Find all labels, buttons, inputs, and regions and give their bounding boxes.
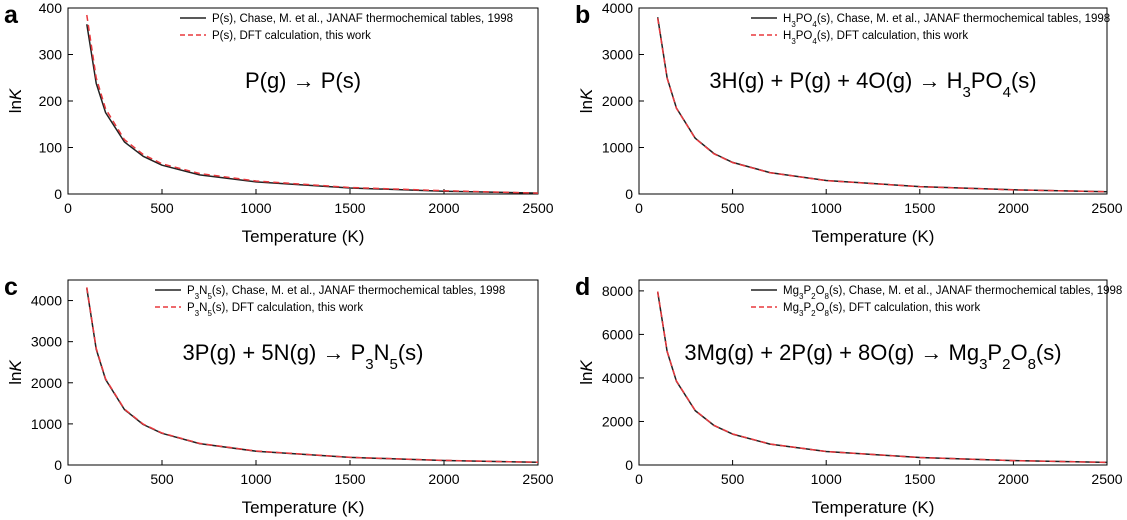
y-tick-label: 1000 (602, 140, 633, 156)
y-axis-title: lnK (577, 88, 596, 113)
y-tick-label: 0 (54, 457, 62, 473)
legend-label: P3N5(s), DFT calculation, this work (187, 302, 363, 318)
x-axis-title: Temperature (K) (812, 227, 935, 246)
x-tick-label: 1500 (334, 471, 365, 487)
chart-panel-b: 0 500 1000 1500 2000 2500 0 1000 2000 3000 4000 Tem… (575, 0, 1123, 246)
x-tick-label: 1000 (811, 200, 842, 216)
y-tick-label: 3000 (602, 47, 633, 63)
x-tick-label: 500 (150, 200, 174, 216)
y-tick-label: 100 (39, 140, 63, 156)
series-line-dft (86, 14, 538, 194)
x-tick-label: 1000 (811, 471, 842, 487)
y-axis-title: lnK (6, 88, 25, 113)
y-tick-label: 0 (54, 186, 62, 202)
x-tick-label: 2000 (998, 200, 1029, 216)
x-axis-title: Temperature (K) (812, 498, 935, 517)
y-axis-title: lnK (6, 360, 25, 385)
series-line-janaf (86, 24, 538, 194)
y-tick-label: 200 (39, 93, 63, 109)
chart-panel-a: 0 500 1000 1500 2000 2500 0 100 200 300 400 Tempera… (4, 0, 554, 246)
x-tick-label: 1500 (904, 471, 935, 487)
series-group (656, 17, 1107, 193)
series-line-dft (656, 18, 1107, 193)
y-tick-label: 3000 (31, 334, 62, 350)
series-line-janaf (656, 291, 1107, 464)
y-axis-title: lnK (577, 360, 596, 385)
x-tick-label: 1000 (240, 471, 271, 487)
y-tick-label: 2000 (602, 413, 633, 429)
legend-label: P(s), Chase, M. et al., JANAF thermochem… (212, 13, 513, 25)
series-line-janaf (86, 288, 538, 464)
x-tick-label: 0 (64, 471, 72, 487)
series-group (86, 287, 538, 464)
x-tick-label: 0 (635, 471, 643, 487)
y-tick-label: 1000 (31, 416, 62, 432)
series-line-dft (86, 287, 538, 464)
x-tick-label: 1000 (240, 200, 271, 216)
chart-panel-d: 0 500 1000 1500 2000 2500 0 2000 4000 6000 8000 Tem… (575, 273, 1123, 517)
series-line-janaf (656, 17, 1107, 193)
x-tick-label: 0 (635, 200, 643, 216)
y-tick-label: 2000 (602, 93, 633, 109)
series-group (656, 291, 1107, 464)
x-tick-label: 2500 (522, 200, 553, 216)
panel-letter: c (4, 273, 18, 301)
y-tick-label: 4000 (602, 370, 633, 386)
legend-label: Mg3P2O8(s), Chase, M. et al., JANAF ther… (783, 285, 1122, 301)
y-tick-label: 0 (625, 457, 633, 473)
x-tick-label: 2000 (428, 200, 459, 216)
legend-label: H3PO4(s), DFT calculation, this work (783, 30, 968, 46)
x-tick-label: 1500 (334, 200, 365, 216)
legend-label: H3PO4(s), Chase, M. et al., JANAF thermo… (783, 13, 1110, 29)
panel-letter: b (575, 1, 590, 29)
x-axis-title: Temperature (K) (242, 227, 365, 246)
legend-label: Mg3P2O8(s), DFT calculation, this work (783, 302, 980, 318)
x-tick-label: 2000 (428, 471, 459, 487)
series-group (86, 14, 538, 194)
reaction-equation: 3P(g) + 5N(g) → P3N5(s) (182, 340, 423, 373)
series-line-dft (656, 291, 1107, 464)
plot-frame (67, 279, 539, 466)
legend-label: P(s), DFT calculation, this work (212, 30, 371, 42)
x-tick-label: 500 (150, 471, 174, 487)
x-tick-label: 0 (64, 200, 72, 216)
x-tick-label: 2500 (1091, 471, 1122, 487)
y-tick-label: 8000 (602, 283, 633, 299)
reaction-equation: 3H(g) + P(g) + 4O(g) → H3PO4(s) (709, 68, 1036, 101)
y-tick-label: 0 (625, 186, 633, 202)
y-tick-label: 6000 (602, 326, 633, 342)
legend-label: P3N5(s), Chase, M. et al., JANAF thermoc… (187, 285, 505, 301)
panel-letter: a (4, 1, 19, 29)
plot-frame (638, 279, 1108, 466)
y-tick-label: 400 (39, 0, 63, 16)
chart-panel-c: 0 500 1000 1500 2000 2500 0 1000 2000 3000 4000 Tem… (4, 273, 554, 517)
reaction-equation: 3Mg(g) + 2P(g) + 8O(g) → Mg3P2O8(s) (684, 340, 1061, 373)
y-tick-label: 4000 (31, 293, 62, 309)
y-tick-label: 4000 (602, 0, 633, 16)
x-tick-label: 2000 (998, 471, 1029, 487)
x-tick-label: 2500 (522, 471, 553, 487)
x-tick-label: 500 (721, 200, 745, 216)
x-axis-title: Temperature (K) (242, 498, 365, 517)
x-tick-label: 500 (721, 471, 745, 487)
y-tick-label: 2000 (31, 375, 62, 391)
y-tick-label: 300 (39, 47, 63, 63)
reaction-equation: P(g) → P(s) (245, 68, 361, 93)
x-tick-label: 1500 (904, 200, 935, 216)
panel-letter: d (575, 273, 590, 301)
x-tick-label: 2500 (1091, 200, 1122, 216)
